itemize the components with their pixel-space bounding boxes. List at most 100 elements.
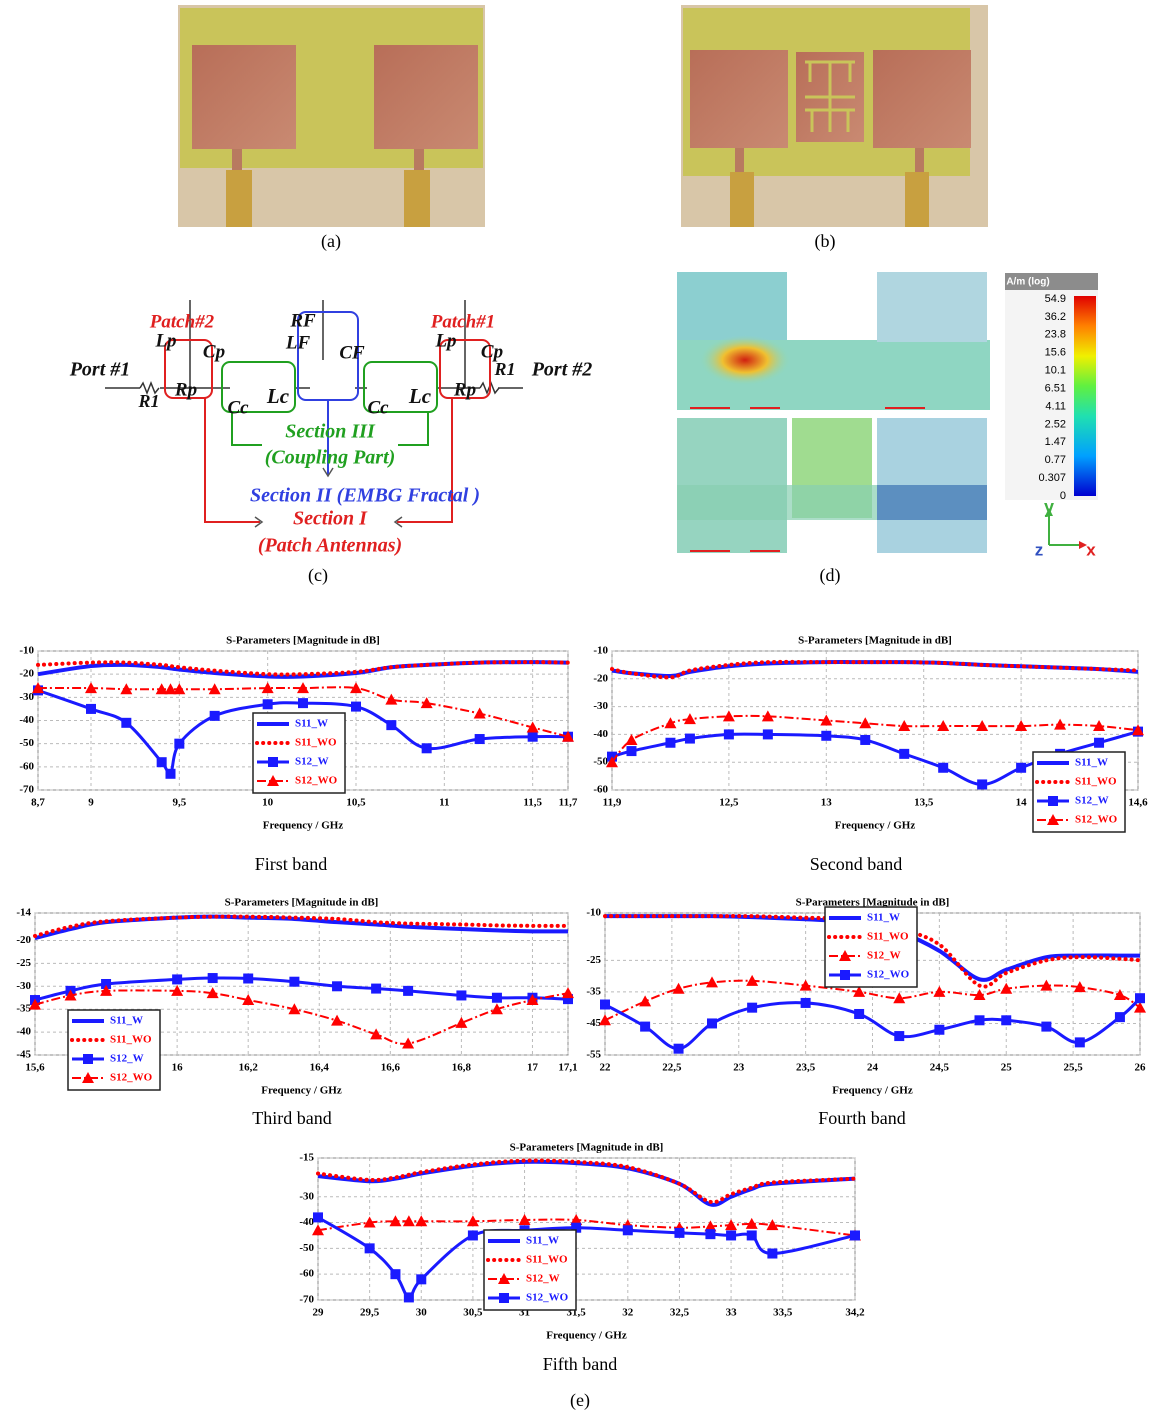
y-tick-label: -10 [593, 645, 608, 657]
y-tick-label: -45 [16, 1049, 31, 1061]
x-axis-label: Frequency / GHz [261, 1085, 342, 1097]
y-tick-label: -30 [299, 1190, 314, 1202]
marker [298, 698, 308, 709]
chart-title: S-Parameters [Magnitude in dB] [798, 635, 952, 647]
chart: S-Parameters [Magnitude in dB] -10 -25 -35 -… [586, 897, 1146, 1128]
chart-title: S-Parameters [Magnitude in dB] [510, 1142, 664, 1154]
marker [704, 1220, 717, 1232]
marker [499, 1293, 509, 1303]
marker [860, 734, 871, 745]
marker [64, 989, 77, 1001]
x-tick-label: 12,5 [719, 797, 739, 809]
series-line [33, 914, 570, 938]
marker [898, 720, 911, 732]
marker [467, 1230, 478, 1241]
circuit-label: Rp [174, 379, 197, 400]
marker [402, 1215, 415, 1227]
x-tick-label: 23 [733, 1062, 745, 1074]
marker [289, 976, 300, 987]
marker [455, 1016, 468, 1028]
x-tick-label: 11,5 [523, 797, 542, 809]
legend-label: S11_W [526, 1235, 559, 1247]
colorbar-title: A/m (log) [1006, 277, 1049, 288]
circuit-label: Cc [367, 397, 389, 418]
legend-label: S12_W [1075, 795, 1109, 807]
marker [762, 729, 773, 740]
x-tick-label: 16,8 [452, 1062, 472, 1074]
marker [171, 984, 184, 996]
y-tick-label: -40 [299, 1216, 314, 1228]
circuit-label: RF [289, 310, 316, 331]
circuit-label: Port #2 [531, 359, 593, 381]
chart: S-Parameters [Magnitude in dB] -10 -20 -30 -… [593, 635, 1148, 875]
marker [1000, 982, 1013, 994]
marker [402, 1037, 415, 1049]
y-tick-label: -45 [586, 1017, 601, 1029]
marker [1113, 989, 1126, 1001]
chart: S-Parameters [Magnitude in dB] -15 -30 -40 -… [299, 1142, 865, 1375]
marker [850, 1230, 860, 1241]
marker [938, 762, 949, 773]
y-tick-label: -20 [16, 934, 31, 946]
legend-label: S12_WO [867, 969, 910, 981]
circuit-label: Lc [266, 384, 290, 408]
marker [563, 994, 573, 1005]
marker [1001, 1015, 1012, 1026]
marker [705, 1229, 716, 1240]
marker [893, 992, 906, 1004]
marker [800, 997, 811, 1008]
marker [206, 987, 219, 999]
legend-label: S11_WO [867, 931, 909, 943]
marker [242, 994, 255, 1006]
marker [859, 717, 872, 729]
marker [403, 985, 414, 996]
panel-label: (b) [815, 231, 836, 252]
x-tick-label: 25,5 [1064, 1062, 1084, 1074]
marker [853, 985, 866, 997]
marker [82, 1072, 94, 1083]
marker [156, 757, 167, 768]
x-axis-label: Frequency / GHz [546, 1330, 627, 1342]
colorbar-tick-label: 0.307 [1038, 472, 1066, 484]
marker [456, 990, 467, 1001]
chart-title: S-Parameters [Magnitude in dB] [226, 635, 380, 647]
x-tick-label: 10 [262, 797, 274, 809]
x-axis-label: Frequency / GHz [832, 1085, 913, 1097]
marker [498, 1273, 510, 1284]
marker [155, 683, 168, 695]
x-tick-label: 10,5 [346, 797, 366, 809]
legend-label: S11_W [110, 1015, 143, 1027]
marker [312, 1224, 324, 1236]
marker [466, 1215, 479, 1227]
marker [761, 710, 774, 722]
marker [1054, 718, 1067, 730]
x-tick-label: 11,9 [603, 797, 622, 809]
marker [1040, 979, 1053, 991]
marker [526, 994, 539, 1006]
circuit-label: Section II (EMBG Fractal ) [250, 485, 480, 507]
chart-caption: Third band [252, 1108, 331, 1128]
axis-label: x [1086, 540, 1096, 559]
marker [490, 1003, 503, 1015]
circuit-label: Port #1 [69, 359, 131, 381]
circuit-label: Cc [227, 397, 249, 418]
marker [1015, 720, 1028, 732]
y-tick-label: -35 [586, 985, 601, 997]
marker [1132, 724, 1144, 736]
marker [626, 746, 637, 757]
marker [726, 1230, 737, 1241]
marker [385, 693, 398, 705]
circuit [105, 300, 523, 528]
marker [100, 984, 113, 996]
marker [639, 995, 652, 1007]
legend-label: S12_WO [295, 775, 338, 787]
marker [268, 757, 278, 767]
colorbar-tick-label: 10.1 [1045, 365, 1066, 377]
marker [83, 1054, 93, 1064]
marker [420, 697, 433, 709]
y-tick-label: -25 [16, 957, 31, 969]
colorbar-tick-label: 15.6 [1045, 347, 1066, 359]
circuit-label: R1 [493, 359, 515, 379]
x-tick-label: 30,5 [463, 1307, 483, 1319]
